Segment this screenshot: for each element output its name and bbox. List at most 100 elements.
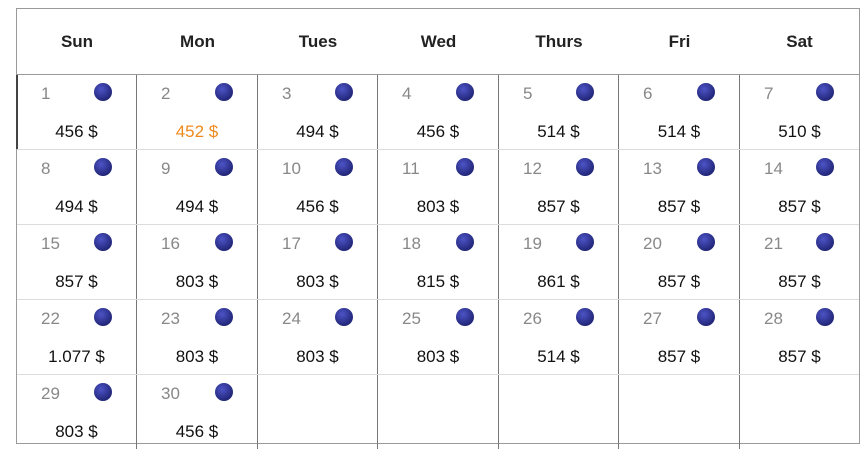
day-cell-12[interactable]: 12 857 $ [499,150,619,224]
empty-day-cell [258,375,378,449]
day-cell-16[interactable]: 16 803 $ [137,225,258,299]
weekday-header: Sun Mon Tues Wed Thurs Fri Sat [17,9,859,75]
day-number: 23 [161,309,180,328]
day-number: 30 [161,384,180,403]
moon-icon [696,307,716,327]
day-number: 2 [161,84,171,103]
day-cell-13[interactable]: 13 857 $ [619,150,740,224]
day-price: 494 $ [175,197,219,216]
day-number: 6 [643,84,653,103]
day-price: 494 $ [296,122,339,141]
moon-icon [696,82,716,102]
moon-icon [455,157,475,177]
day-number: 10 [282,159,301,178]
day-number: 7 [764,84,774,103]
day-cell-6[interactable]: 6 514 $ [619,75,740,149]
moon-icon [455,232,475,252]
day-cell-11[interactable]: 11 803 $ [378,150,499,224]
moon-icon [214,307,234,327]
day-price: 510 $ [778,122,821,141]
day-price: 857 $ [778,197,821,216]
day-cell-2[interactable]: 2 452 $ [137,75,258,149]
calendar-grid: 1 456 $2 452 $3 494 $4 456 $5 514 $6 514 $7 510… [17,75,859,449]
day-number: 16 [161,234,180,253]
day-number: 1 [41,84,51,103]
day-price: 514 $ [657,122,701,141]
moon-icon [455,82,475,102]
day-number: 4 [402,84,412,103]
day-cell-28[interactable]: 28 857 $ [740,300,859,374]
moon-icon [696,157,716,177]
day-cell-1[interactable]: 1 456 $ [17,75,137,149]
empty-day-cell [499,375,619,449]
day-cell-10[interactable]: 10 456 $ [258,150,378,224]
moon-icon [214,157,234,177]
day-cell-15[interactable]: 15 857 $ [17,225,137,299]
day-price: 803 $ [416,197,460,216]
day-price: 494 $ [55,197,98,216]
day-cell-22[interactable]: 22 1.077 $ [17,300,137,374]
day-number: 5 [523,84,533,103]
day-cell-25[interactable]: 25 803 $ [378,300,499,374]
day-price: 456 $ [55,122,98,141]
day-price: 514 $ [537,122,580,141]
day-price: 857 $ [657,272,701,291]
day-number: 29 [41,384,60,403]
day-price: 452 $ [175,122,219,141]
day-number: 17 [282,234,301,253]
day-cell-3[interactable]: 3 494 $ [258,75,378,149]
moon-icon [214,382,234,402]
day-cell-21[interactable]: 21 857 $ [740,225,859,299]
day-number: 9 [161,159,171,178]
day-cell-17[interactable]: 17 803 $ [258,225,378,299]
moon-icon [214,82,234,102]
moon-icon [575,157,595,177]
day-number: 14 [764,159,783,178]
calendar-week-row: 15 857 $ 16 803 $ 17 803 $ 18 815 $ 19 861 $ 20 857… [17,225,859,300]
day-number: 11 [402,159,420,178]
day-price: 857 $ [657,197,701,216]
moon-icon [815,232,835,252]
moon-icon [575,307,595,327]
day-price: 861 $ [537,272,580,291]
day-cell-26[interactable]: 26 514 $ [499,300,619,374]
day-cell-4[interactable]: 4 456 $ [378,75,499,149]
day-price: 815 $ [416,272,460,291]
day-cell-8[interactable]: 8 494 $ [17,150,137,224]
day-number: 15 [41,234,60,253]
day-number: 21 [764,234,783,253]
day-price: 857 $ [657,347,701,366]
day-cell-7[interactable]: 7 510 $ [740,75,859,149]
day-cell-18[interactable]: 18 815 $ [378,225,499,299]
empty-day-cell [378,375,499,449]
day-cell-27[interactable]: 27 857 $ [619,300,740,374]
weekday-fri: Fri [668,31,691,51]
day-price: 803 $ [296,347,339,366]
day-cell-29[interactable]: 29 803 $ [17,375,137,449]
day-price: 1.077 $ [48,347,105,366]
day-price: 857 $ [537,197,580,216]
moon-icon [334,157,354,177]
day-price: 857 $ [55,272,98,291]
day-price: 803 $ [175,347,219,366]
day-cell-20[interactable]: 20 857 $ [619,225,740,299]
day-number: 22 [41,309,60,328]
day-number: 24 [282,309,301,328]
day-cell-14[interactable]: 14 857 $ [740,150,859,224]
day-number: 28 [764,309,783,328]
day-number: 19 [523,234,542,253]
day-cell-24[interactable]: 24 803 $ [258,300,378,374]
day-cell-5[interactable]: 5 514 $ [499,75,619,149]
day-price: 514 $ [537,347,580,366]
day-price: 456 $ [416,122,460,141]
day-number: 26 [523,309,542,328]
day-cell-30[interactable]: 30 456 $ [137,375,258,449]
day-price: 456 $ [296,197,339,216]
day-cell-9[interactable]: 9 494 $ [137,150,258,224]
day-cell-23[interactable]: 23 803 $ [137,300,258,374]
selection-accent [16,75,18,149]
moon-icon [815,157,835,177]
weekday-sat: Sat [786,31,813,51]
moon-icon [815,82,835,102]
day-cell-19[interactable]: 19 861 $ [499,225,619,299]
